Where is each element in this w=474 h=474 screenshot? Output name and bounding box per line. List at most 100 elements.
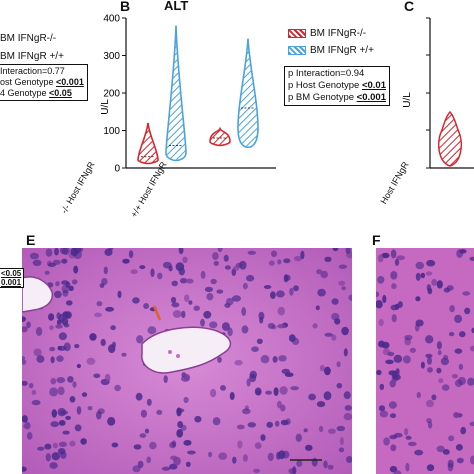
nucleus [378, 405, 386, 412]
nucleus [427, 356, 432, 365]
nucleus [254, 387, 262, 396]
panel-c-chart: U/L [402, 17, 474, 169]
nucleus [277, 324, 286, 329]
nucleus [436, 367, 442, 374]
histology-f-svg [376, 248, 474, 474]
nucleus [216, 289, 224, 294]
nucleus [200, 270, 206, 279]
legend-entry: BM IFNgR +/+ [288, 45, 374, 56]
nucleus [453, 412, 459, 419]
violin-1-1 [237, 38, 259, 149]
nucleus [246, 378, 251, 387]
nucleus [338, 264, 347, 269]
nucleus [177, 421, 184, 428]
nucleus [128, 250, 134, 259]
nucleus [268, 260, 275, 266]
nucleus [469, 256, 474, 261]
nucleus [247, 250, 256, 255]
nucleus [415, 261, 425, 270]
nucleus [62, 430, 70, 435]
nucleus [391, 283, 397, 290]
nucleus [426, 464, 435, 472]
nucleus [348, 294, 352, 301]
nucleus [425, 271, 433, 276]
nucleus [414, 449, 424, 456]
nucleus [68, 285, 74, 291]
nucleus [224, 265, 231, 270]
nucleus [332, 248, 339, 252]
nucleus [49, 325, 54, 331]
nucleus [232, 456, 237, 464]
nucleus [456, 249, 464, 258]
nucleus [112, 341, 116, 348]
nucleus [437, 350, 442, 356]
nucleus [208, 451, 213, 458]
nucleus [37, 446, 45, 451]
nucleus [175, 262, 185, 272]
nucleus [311, 457, 318, 467]
nucleus [49, 387, 58, 397]
nucleus [89, 333, 97, 341]
nucleus [315, 305, 320, 311]
nucleus [431, 394, 437, 401]
nucleus [387, 351, 395, 357]
nucleus [93, 373, 101, 379]
y-tick-label: 0 [114, 164, 120, 175]
nucleus [338, 447, 345, 453]
nucleus [276, 451, 281, 460]
legend-swatch-blue [288, 46, 306, 55]
nucleus [108, 248, 114, 251]
nucleus [246, 274, 255, 282]
nucleus [67, 376, 74, 383]
nucleus [74, 343, 80, 349]
nucleus [45, 453, 51, 462]
nucleus [47, 262, 56, 267]
nucleus [69, 396, 76, 403]
nucleus [58, 441, 67, 447]
nucleus [233, 265, 240, 271]
nucleus [52, 442, 58, 449]
nucleus [51, 409, 57, 418]
nucleus [327, 464, 334, 470]
nucleus [293, 285, 299, 292]
nucleus [469, 421, 474, 427]
cropped-stats-box-e: <0.05 0.001 [0, 268, 25, 288]
nucleus [471, 327, 474, 333]
nucleus [388, 401, 397, 409]
nucleus [448, 435, 455, 442]
nucleus [458, 363, 464, 371]
nucleus [283, 258, 291, 264]
nucleus [58, 420, 66, 426]
nucleus [28, 383, 34, 389]
nucleus [49, 346, 56, 352]
nucleus [180, 278, 188, 284]
nucleus [377, 275, 385, 284]
nucleus [251, 346, 259, 352]
nucleus [242, 282, 248, 290]
nucleus [72, 381, 77, 388]
chart-axes: 0 100 200 300 400 [103, 14, 276, 175]
nucleus [242, 408, 251, 415]
nucleus [185, 278, 194, 284]
nucleus [170, 296, 177, 304]
stat-line: ost Genotype <0.001 [0, 77, 84, 87]
nucleus [470, 345, 474, 352]
nucleus [382, 294, 387, 304]
nucleus [184, 294, 190, 302]
y-axis-label: U/L [402, 92, 413, 108]
nucleus [181, 310, 186, 319]
histology-image-e [22, 248, 352, 474]
nucleus [420, 361, 425, 369]
legend-entry: BM IFNgR-/- [288, 28, 374, 39]
nucleus [279, 386, 288, 395]
nucleus [346, 456, 352, 463]
nucleus [290, 386, 299, 391]
nucleus [55, 324, 63, 329]
nucleus [22, 415, 28, 423]
nucleus [209, 321, 218, 329]
nucleus [292, 466, 297, 474]
nucleus [104, 373, 111, 383]
nucleus [176, 429, 184, 438]
nucleus [415, 319, 424, 327]
nucleus [36, 355, 45, 363]
